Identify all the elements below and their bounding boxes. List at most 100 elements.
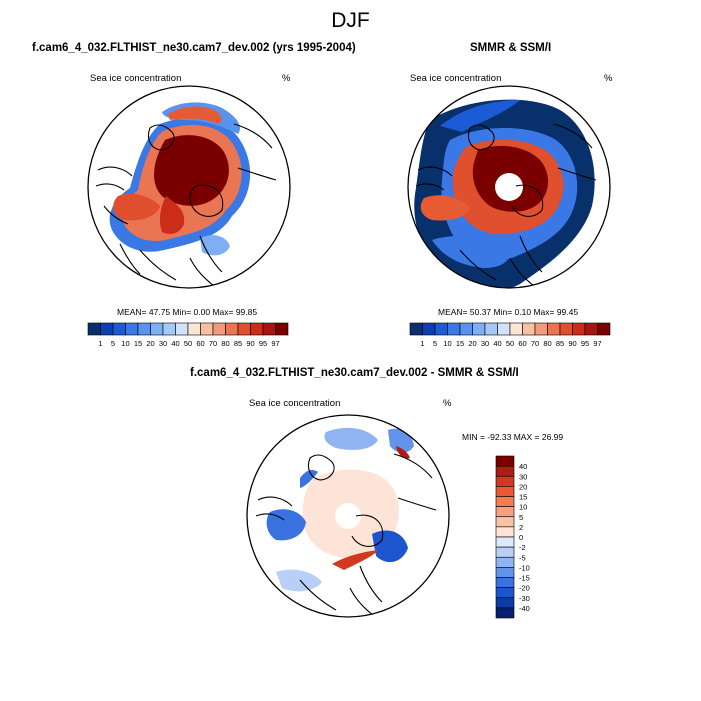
diff-colorbar-swatch [495, 465, 515, 477]
obs-colorbar: 1 5 10 15 20 30 40 50 60 70 80 85 90 95 97 [409, 322, 611, 348]
diff-pole-hole [335, 503, 361, 529]
obs-colorbar-tick-label: 97 [593, 339, 601, 348]
diff-colorbar-tick-label: -10 [519, 563, 530, 572]
model-colorbar-swatch [225, 322, 239, 336]
diff-stats: MIN = -92.33 MAX = 26.99 [462, 432, 564, 442]
obs-units-label: % [604, 73, 613, 84]
diff-colorbar-tick-label: -5 [519, 553, 526, 562]
obs-variable-label: Sea ice concentration [410, 73, 502, 84]
model-colorbar-swatch [212, 322, 226, 336]
model-colorbar-swatch [175, 322, 189, 336]
diff-colorbar-swatch [495, 516, 515, 528]
model-colorbar-tick-label: 70 [209, 339, 217, 348]
obs-panel-title: SMMR & SSM/I [470, 42, 552, 54]
obs-colorbar-tick-label: 15 [456, 339, 464, 348]
diff-panel-title: f.cam6_4_032.FLTHIST_ne30.cam7_dev.002 -… [190, 367, 519, 379]
model-ice-greenland-sea [159, 196, 185, 234]
obs-ice-blue-arc [432, 235, 509, 268]
obs-colorbar-swatch [422, 322, 436, 336]
model-units-label: % [282, 73, 291, 84]
diff-colorbar-swatch [495, 486, 515, 497]
obs-colorbar-swatch [497, 322, 511, 336]
obs-colorbar-swatch [597, 322, 611, 336]
obs-colorbar-tick-label: 40 [493, 339, 501, 348]
diff-red-streak [332, 550, 378, 570]
obs-colorbar-tick-label: 1 [420, 339, 424, 348]
obs-colorbar-swatch [409, 322, 423, 336]
obs-colorbar-swatch [484, 322, 498, 336]
diff-blue-north [324, 427, 378, 450]
obs-colorbar-swatch [434, 322, 448, 336]
obs-colorbar-tick-label: 90 [568, 339, 576, 348]
diff-sea-ice-map [246, 414, 450, 618]
diff-colorbar-tick-label: -40 [519, 604, 530, 613]
obs-colorbar-tick-label: 20 [468, 339, 476, 348]
diff-colorbar-tick-label: 2 [519, 523, 523, 532]
obs-colorbar-tick-label: 10 [443, 339, 451, 348]
obs-colorbar-tick-label: 30 [481, 339, 489, 348]
obs-colorbar-swatch [447, 322, 461, 336]
diff-colorbar-swatch [495, 546, 515, 558]
model-colorbar-tick-label: 85 [234, 339, 242, 348]
diff-colorbar-tick-label: -2 [519, 543, 526, 552]
model-colorbar-swatch [100, 322, 114, 336]
model-colorbar-swatch [112, 322, 126, 336]
obs-colorbar-swatch [584, 322, 598, 336]
model-colorbar-swatch [150, 322, 164, 336]
model-ice-barents [113, 193, 160, 221]
model-colorbar-swatch [125, 322, 139, 336]
model-colorbar-swatch [200, 322, 214, 336]
diff-colorbar-swatch [495, 536, 515, 548]
obs-colorbar-tick-label: 5 [433, 339, 437, 348]
diff-colorbar-swatch [495, 607, 515, 619]
diff-colorbar-tick-label: 15 [519, 493, 527, 502]
diff-colorbar-tick-label: 30 [519, 472, 527, 481]
obs-colorbar-swatch [534, 322, 548, 336]
obs-colorbar-tick-label: 50 [506, 339, 514, 348]
obs-colorbar-tick-label: 85 [556, 339, 564, 348]
diff-colorbar-swatch [495, 556, 515, 568]
obs-stats: MEAN= 50.37 Min= 0.10 Max= 99.45 [438, 307, 579, 317]
model-colorbar-tick-label: 80 [221, 339, 229, 348]
model-colorbar-tick-label: 60 [196, 339, 204, 348]
obs-colorbar-swatch [472, 322, 486, 336]
model-ice-pacific-red [168, 106, 222, 124]
obs-colorbar-swatch [547, 322, 561, 336]
model-colorbar-tick-label: 30 [159, 339, 167, 348]
model-colorbar-tick-label: 50 [184, 339, 192, 348]
diff-colorbar-swatch [495, 496, 515, 507]
model-colorbar-swatch [137, 322, 151, 336]
diff-blue-south-arc [276, 569, 322, 592]
model-colorbar-tick-label: 95 [259, 339, 267, 348]
obs-colorbar-swatch [572, 322, 586, 336]
obs-ice-north-blue [440, 100, 520, 132]
diff-colorbar-tick-label: 40 [519, 462, 527, 471]
model-colorbar-swatch [162, 322, 176, 336]
model-colorbar-tick-label: 40 [171, 339, 179, 348]
diff-colorbar-tick-label: 5 [519, 513, 523, 522]
model-colorbar-tick-label: 15 [134, 339, 142, 348]
diff-units-label: % [443, 398, 452, 409]
obs-colorbar-tick-label: 60 [518, 339, 526, 348]
diff-colorbar-swatch [495, 577, 515, 588]
diff-colorbar-swatch [495, 455, 515, 467]
obs-colorbar-tick-label: 95 [581, 339, 589, 348]
model-colorbar-tick-label: 90 [246, 339, 254, 348]
model-colorbar-swatch [87, 322, 101, 336]
model-variable-label: Sea ice concentration [90, 73, 182, 84]
model-ice-hudson [200, 235, 230, 256]
diff-colorbar-tick-label: 0 [519, 533, 523, 542]
diff-colorbar-tick-label: 20 [519, 482, 527, 491]
diff-colorbar-tick-label: -15 [519, 574, 530, 583]
model-panel-title: f.cam6_4_032.FLTHIST_ne30.cam7_dev.002 (… [32, 42, 356, 54]
model-colorbar-tick-label: 5 [111, 339, 115, 348]
model-colorbar-tick-label: 97 [271, 339, 279, 348]
model-colorbar-tick-label: 1 [98, 339, 102, 348]
diff-colorbar-swatch [495, 587, 515, 599]
model-sea-ice-map [87, 85, 291, 289]
model-colorbar-swatch [262, 322, 276, 336]
diff-blue-edge-west [266, 509, 306, 541]
model-stats: MEAN= 47.75 Min= 0.00 Max= 99.85 [117, 307, 258, 317]
diff-colorbar-tick-label: 10 [519, 503, 527, 512]
